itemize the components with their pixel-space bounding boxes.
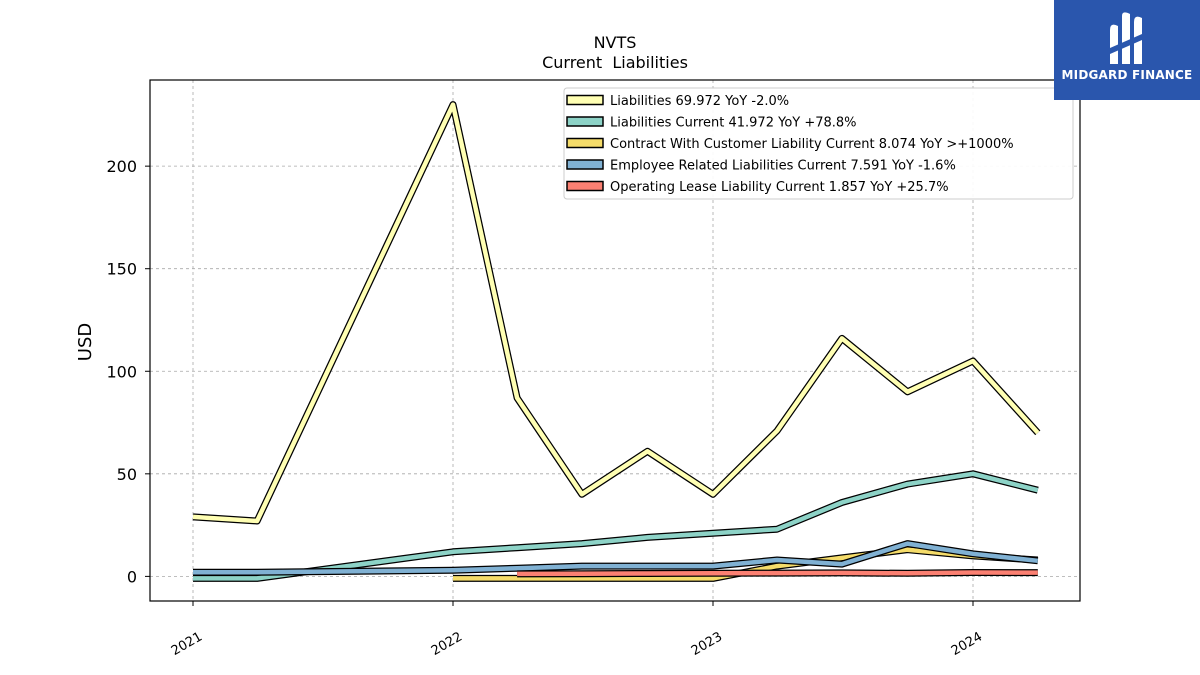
chart-subtitle: Current Liabilities	[542, 53, 688, 72]
series-line-0	[192, 102, 1040, 524]
y-tick-label: 200	[106, 157, 137, 176]
y-axis-label: USD	[75, 323, 96, 361]
x-tick-label: 2022	[429, 629, 465, 659]
legend-label: Contract With Customer Liability Current…	[610, 137, 1014, 152]
axis-ticks: 0 50 100 150 200 2021 2022 2023 2024	[106, 157, 985, 659]
legend: Liabilities 69.972 YoY -2.0% Liabilities …	[563, 87, 1074, 200]
legend-box	[563, 87, 1074, 200]
y-tick-label: 150	[106, 260, 137, 279]
plot-frame	[149, 79, 1081, 602]
legend-label: Employee Related Liabilities Current 7.5…	[610, 159, 956, 174]
legend-swatch	[566, 137, 604, 149]
series-line-1	[193, 471, 1039, 581]
legend-label: Liabilities 69.972 YoY -2.0%	[610, 94, 789, 109]
y-tick-label: 50	[117, 465, 137, 484]
series-lines	[192, 101, 1041, 582]
brand-mark-icon	[1110, 12, 1142, 65]
brand-name: MIDGARD FINANCE	[1061, 68, 1193, 82]
legend-swatch	[566, 116, 604, 127]
legend-label: Operating Lease Liability Current 1.857 …	[610, 180, 949, 195]
x-tick-label: 2021	[169, 629, 205, 659]
x-tick-label: 2024	[949, 629, 985, 659]
legend-label: Liabilities Current 41.972 YoY +78.8%	[610, 116, 857, 131]
legend-swatch	[566, 94, 604, 106]
legend-swatch	[566, 159, 604, 170]
legend-swatch	[566, 180, 604, 192]
y-tick-label: 0	[127, 567, 137, 586]
series-line-4	[517, 570, 1038, 577]
chart-title: NVTS	[594, 33, 637, 52]
y-tick-label: 100	[106, 362, 137, 381]
x-tick-label: 2023	[689, 629, 725, 659]
series-line-3	[193, 541, 1039, 575]
